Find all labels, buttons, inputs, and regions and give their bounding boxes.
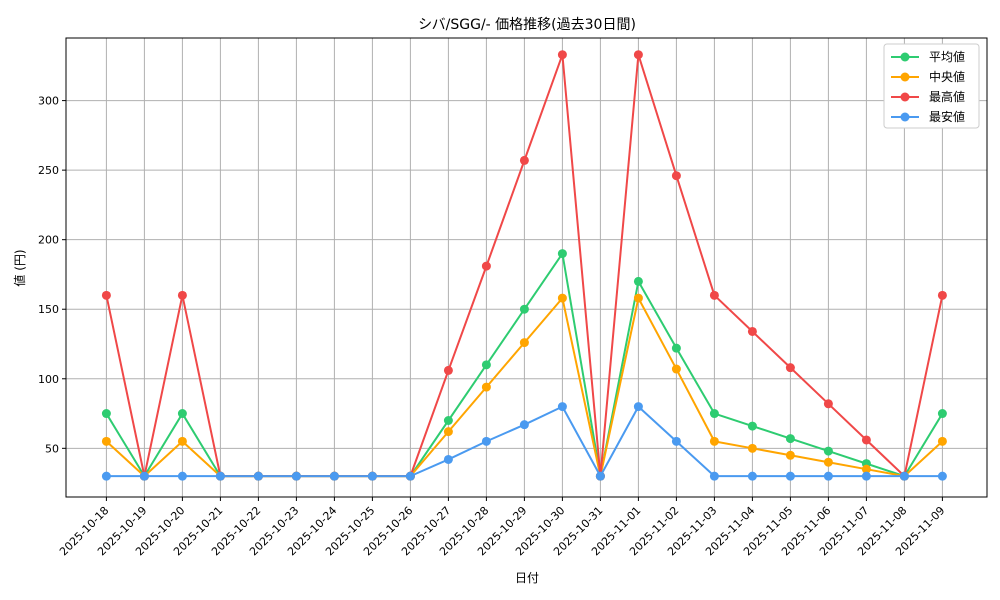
grid-layer — [66, 38, 987, 497]
y-tick-label: 150 — [38, 303, 59, 316]
data-point — [823, 457, 833, 467]
data-point — [823, 399, 833, 409]
plot-area-frame — [65, 37, 988, 498]
data-point — [443, 365, 453, 375]
data-point — [177, 436, 187, 446]
data-point — [481, 360, 491, 370]
data-point — [557, 249, 567, 259]
series-3 — [101, 402, 947, 481]
legend-marker — [900, 72, 910, 82]
data-point — [633, 276, 643, 286]
data-point — [671, 171, 681, 181]
data-point — [747, 326, 757, 336]
series-layer — [101, 50, 947, 481]
data-point — [937, 290, 947, 300]
data-point — [785, 471, 795, 481]
data-point — [633, 293, 643, 303]
data-point — [139, 471, 149, 481]
data-point — [861, 435, 871, 445]
data-point — [177, 409, 187, 419]
data-point — [595, 471, 605, 481]
data-point — [709, 436, 719, 446]
data-point — [443, 454, 453, 464]
data-point — [519, 338, 529, 348]
data-point — [785, 450, 795, 460]
data-point — [785, 363, 795, 373]
data-point — [861, 471, 871, 481]
legend-marker — [900, 92, 910, 102]
data-point — [519, 304, 529, 314]
data-point — [367, 471, 377, 481]
data-point — [253, 471, 263, 481]
legend-label: 平均値 — [929, 49, 965, 64]
chart-title: シバ/SGG/- 価格推移(過去30日間) — [418, 17, 636, 33]
y-tick-label: 250 — [38, 164, 59, 177]
data-point — [443, 427, 453, 437]
data-point — [177, 290, 187, 300]
data-point — [215, 471, 225, 481]
y-tick-label: 200 — [38, 234, 59, 247]
y-axis-title: 値 (円) — [12, 249, 27, 286]
data-point — [101, 409, 111, 419]
data-point — [633, 50, 643, 60]
legend-marker — [900, 112, 910, 122]
data-point — [291, 471, 301, 481]
data-point — [785, 434, 795, 444]
data-point — [481, 436, 491, 446]
data-point — [101, 290, 111, 300]
legend-marker — [900, 52, 910, 62]
data-point — [823, 446, 833, 456]
data-point — [443, 416, 453, 425]
legend-label: 最高値 — [929, 89, 965, 104]
data-point — [329, 471, 339, 481]
data-point — [747, 443, 757, 453]
y-axis: 50 100 150 200 250 300 — [38, 95, 66, 455]
data-point — [177, 471, 187, 481]
data-point — [747, 471, 757, 481]
legend-frame — [883, 43, 980, 129]
y-tick-label: 100 — [38, 373, 59, 386]
data-point — [101, 471, 111, 481]
data-point — [519, 420, 529, 430]
data-point — [899, 471, 909, 481]
data-point — [481, 382, 491, 392]
data-point — [709, 471, 719, 481]
data-point — [101, 436, 111, 446]
data-point — [937, 471, 947, 481]
data-point — [823, 471, 833, 481]
data-point — [937, 436, 947, 446]
legend-label: 中央値 — [929, 69, 965, 84]
y-tick-label: 50 — [45, 442, 59, 455]
y-tick-label: 300 — [38, 95, 59, 108]
data-point — [481, 261, 491, 271]
data-point — [633, 402, 643, 412]
data-point — [861, 464, 871, 474]
data-point — [709, 290, 719, 300]
data-point — [671, 364, 681, 374]
data-point — [557, 293, 567, 303]
data-point — [709, 409, 719, 419]
data-point — [937, 409, 947, 419]
data-point — [671, 343, 681, 353]
x-axis-title: 日付 — [515, 571, 539, 585]
data-point — [519, 155, 529, 165]
data-point — [671, 436, 681, 446]
data-point — [557, 402, 567, 412]
data-point — [405, 471, 415, 481]
data-point — [747, 421, 757, 431]
legend-label: 最安値 — [929, 109, 965, 124]
data-point — [557, 50, 567, 60]
